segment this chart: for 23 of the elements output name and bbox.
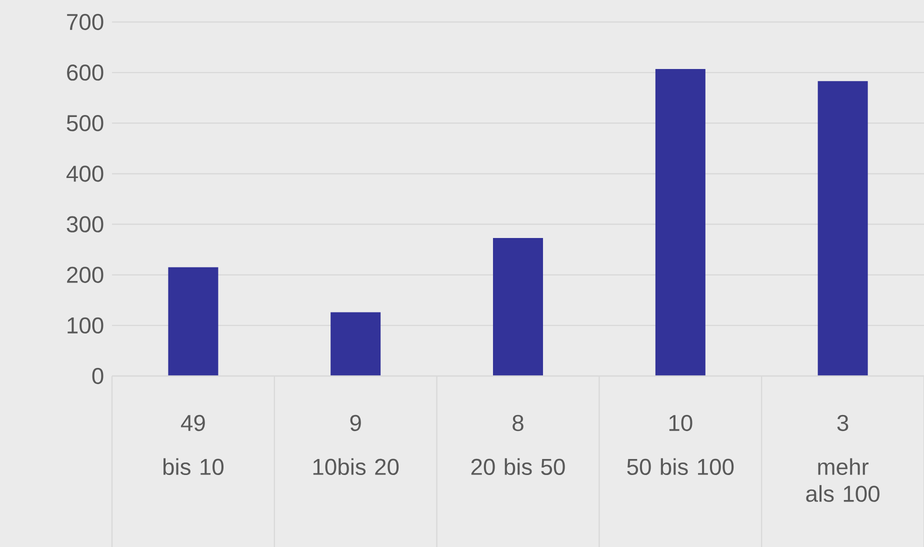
y-tick-label: 100 [68, 317, 104, 334]
text: 8 [512, 414, 524, 432]
y-tick-label: 500 [66, 115, 104, 132]
y-tick-label: 0 [92, 368, 104, 384]
x-tick-label: 10bis 20 [313, 458, 399, 476]
bar [330, 312, 381, 376]
y-tick-label: 300 [66, 216, 104, 232]
x-tick-label: mehr als 100 [806, 458, 880, 502]
x-tick-label: bis 10 [163, 458, 224, 476]
x-tick-label: 20 bis 50 [471, 458, 565, 476]
text: 10 [669, 414, 692, 432]
text: 9 [350, 414, 361, 432]
bar [493, 238, 544, 376]
text: 3 [837, 414, 848, 432]
text: 49 [180, 414, 205, 432]
y-tick-label: 600 [67, 64, 104, 81]
y-tick-label: 700 [67, 14, 104, 30]
bar [818, 81, 868, 376]
bar [168, 267, 218, 376]
x-tick-label: 50 bis 100 [627, 458, 734, 476]
bar [655, 69, 706, 376]
y-tick-label: 400 [66, 166, 104, 182]
y-tick-label: 200 [67, 266, 104, 283]
